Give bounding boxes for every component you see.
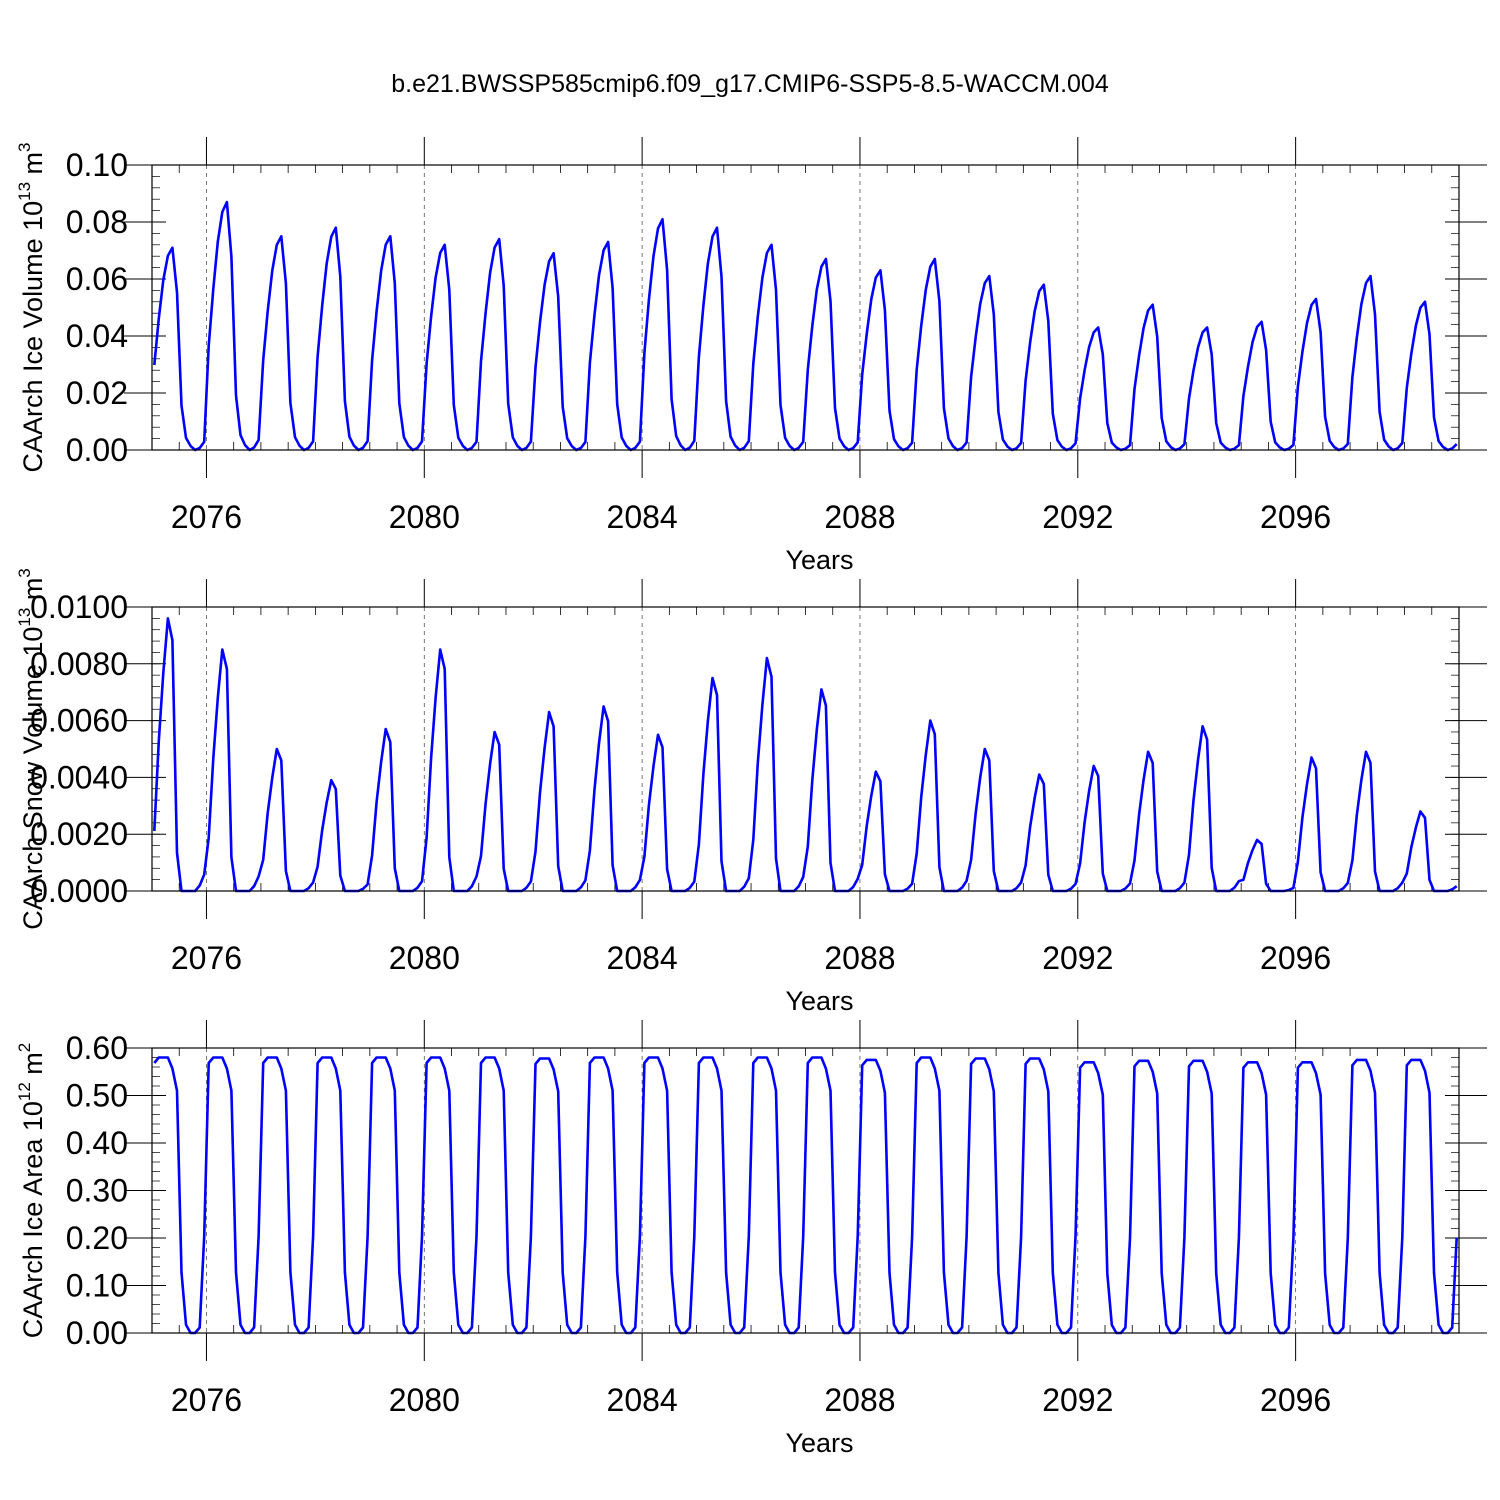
x-tick-label: 2076 (171, 940, 242, 976)
x-tick-label: 2088 (824, 499, 895, 535)
plot-frame (151, 164, 1460, 451)
y-axis-label: CAArch Snow Volume 1013 m3 (15, 568, 48, 930)
x-tick-label: 2084 (607, 940, 678, 976)
y-axis-label: CAArch Ice Area 1012 m2 (15, 1043, 48, 1339)
x-tick-label: 2096 (1260, 499, 1331, 535)
x-axis-label: Years (785, 1428, 853, 1458)
y-tick-label: 0.00 (66, 1315, 128, 1351)
series-line (153, 1056, 1458, 1335)
y-tick-label: 0.40 (66, 1125, 128, 1161)
x-axis-label: Years (785, 545, 853, 575)
panel-1: 0.00 0.02 0.04 0.06 0.08 0.10 2076 2080 2084 2088… (15, 137, 1487, 575)
y-tick-label: 0.60 (66, 1030, 128, 1066)
x-tick-label: 2088 (824, 940, 895, 976)
x-tick-label: 2096 (1260, 940, 1331, 976)
x-tick-label: 2076 (171, 1382, 242, 1418)
y-tick-label: 0.08 (66, 204, 128, 240)
y-tick-label: 0.0040 (30, 759, 128, 795)
y-tick-label: 0.04 (66, 318, 128, 354)
y-tick-label: 0.30 (66, 1173, 128, 1209)
x-tick-label: 2080 (389, 1382, 460, 1418)
x-tick-label: 2092 (1042, 940, 1113, 976)
y-tick-label: 0.02 (66, 375, 128, 411)
panels: 0.00 0.02 0.04 0.06 0.08 0.10 2076 2080 2084 2088… (15, 137, 1487, 1458)
y-tick-label: 0.00 (66, 432, 128, 468)
y-tick-label: 0.50 (66, 1078, 128, 1114)
y-tick-label: 0.0080 (30, 646, 128, 682)
y-tick-label: 0.0060 (30, 703, 128, 739)
y-axis-label: CAArch Ice Volume 1013 m3 (15, 142, 48, 472)
panel-2: 0.0000 0.0020 0.0040 0.0060 0.0080 0.0100 2076… (15, 568, 1487, 1016)
x-tick-label: 2080 (389, 499, 460, 535)
plot-frame (151, 606, 1460, 892)
series-line (153, 200, 1458, 452)
panel-3: 0.00 0.10 0.20 0.30 0.40 0.50 0.60 2076 2080 2084… (15, 1020, 1487, 1458)
y-tick-label: 0.10 (66, 1268, 128, 1304)
x-tick-label: 2096 (1260, 1382, 1331, 1418)
y-tick-label: 0.06 (66, 261, 128, 297)
x-axis-label: Years (785, 986, 853, 1016)
y-tick-label: 0.20 (66, 1220, 128, 1256)
y-tick-label: 0.10 (66, 147, 128, 183)
x-tick-label: 2092 (1042, 1382, 1113, 1418)
figure-title: b.e21.BWSSP585cmip6.f09_g17.CMIP6-SSP5-8… (391, 70, 1109, 98)
y-tick-label: 0.0000 (30, 873, 128, 909)
x-tick-label: 2084 (607, 499, 678, 535)
plot-frame (151, 1047, 1460, 1334)
x-tick-label: 2080 (389, 940, 460, 976)
x-tick-label: 2092 (1042, 499, 1113, 535)
y-tick-label: 0.0020 (30, 816, 128, 852)
x-tick-label: 2084 (607, 1382, 678, 1418)
x-tick-label: 2088 (824, 1382, 895, 1418)
x-tick-label: 2076 (171, 499, 242, 535)
series-line (153, 617, 1458, 893)
y-tick-label: 0.0100 (30, 589, 128, 625)
